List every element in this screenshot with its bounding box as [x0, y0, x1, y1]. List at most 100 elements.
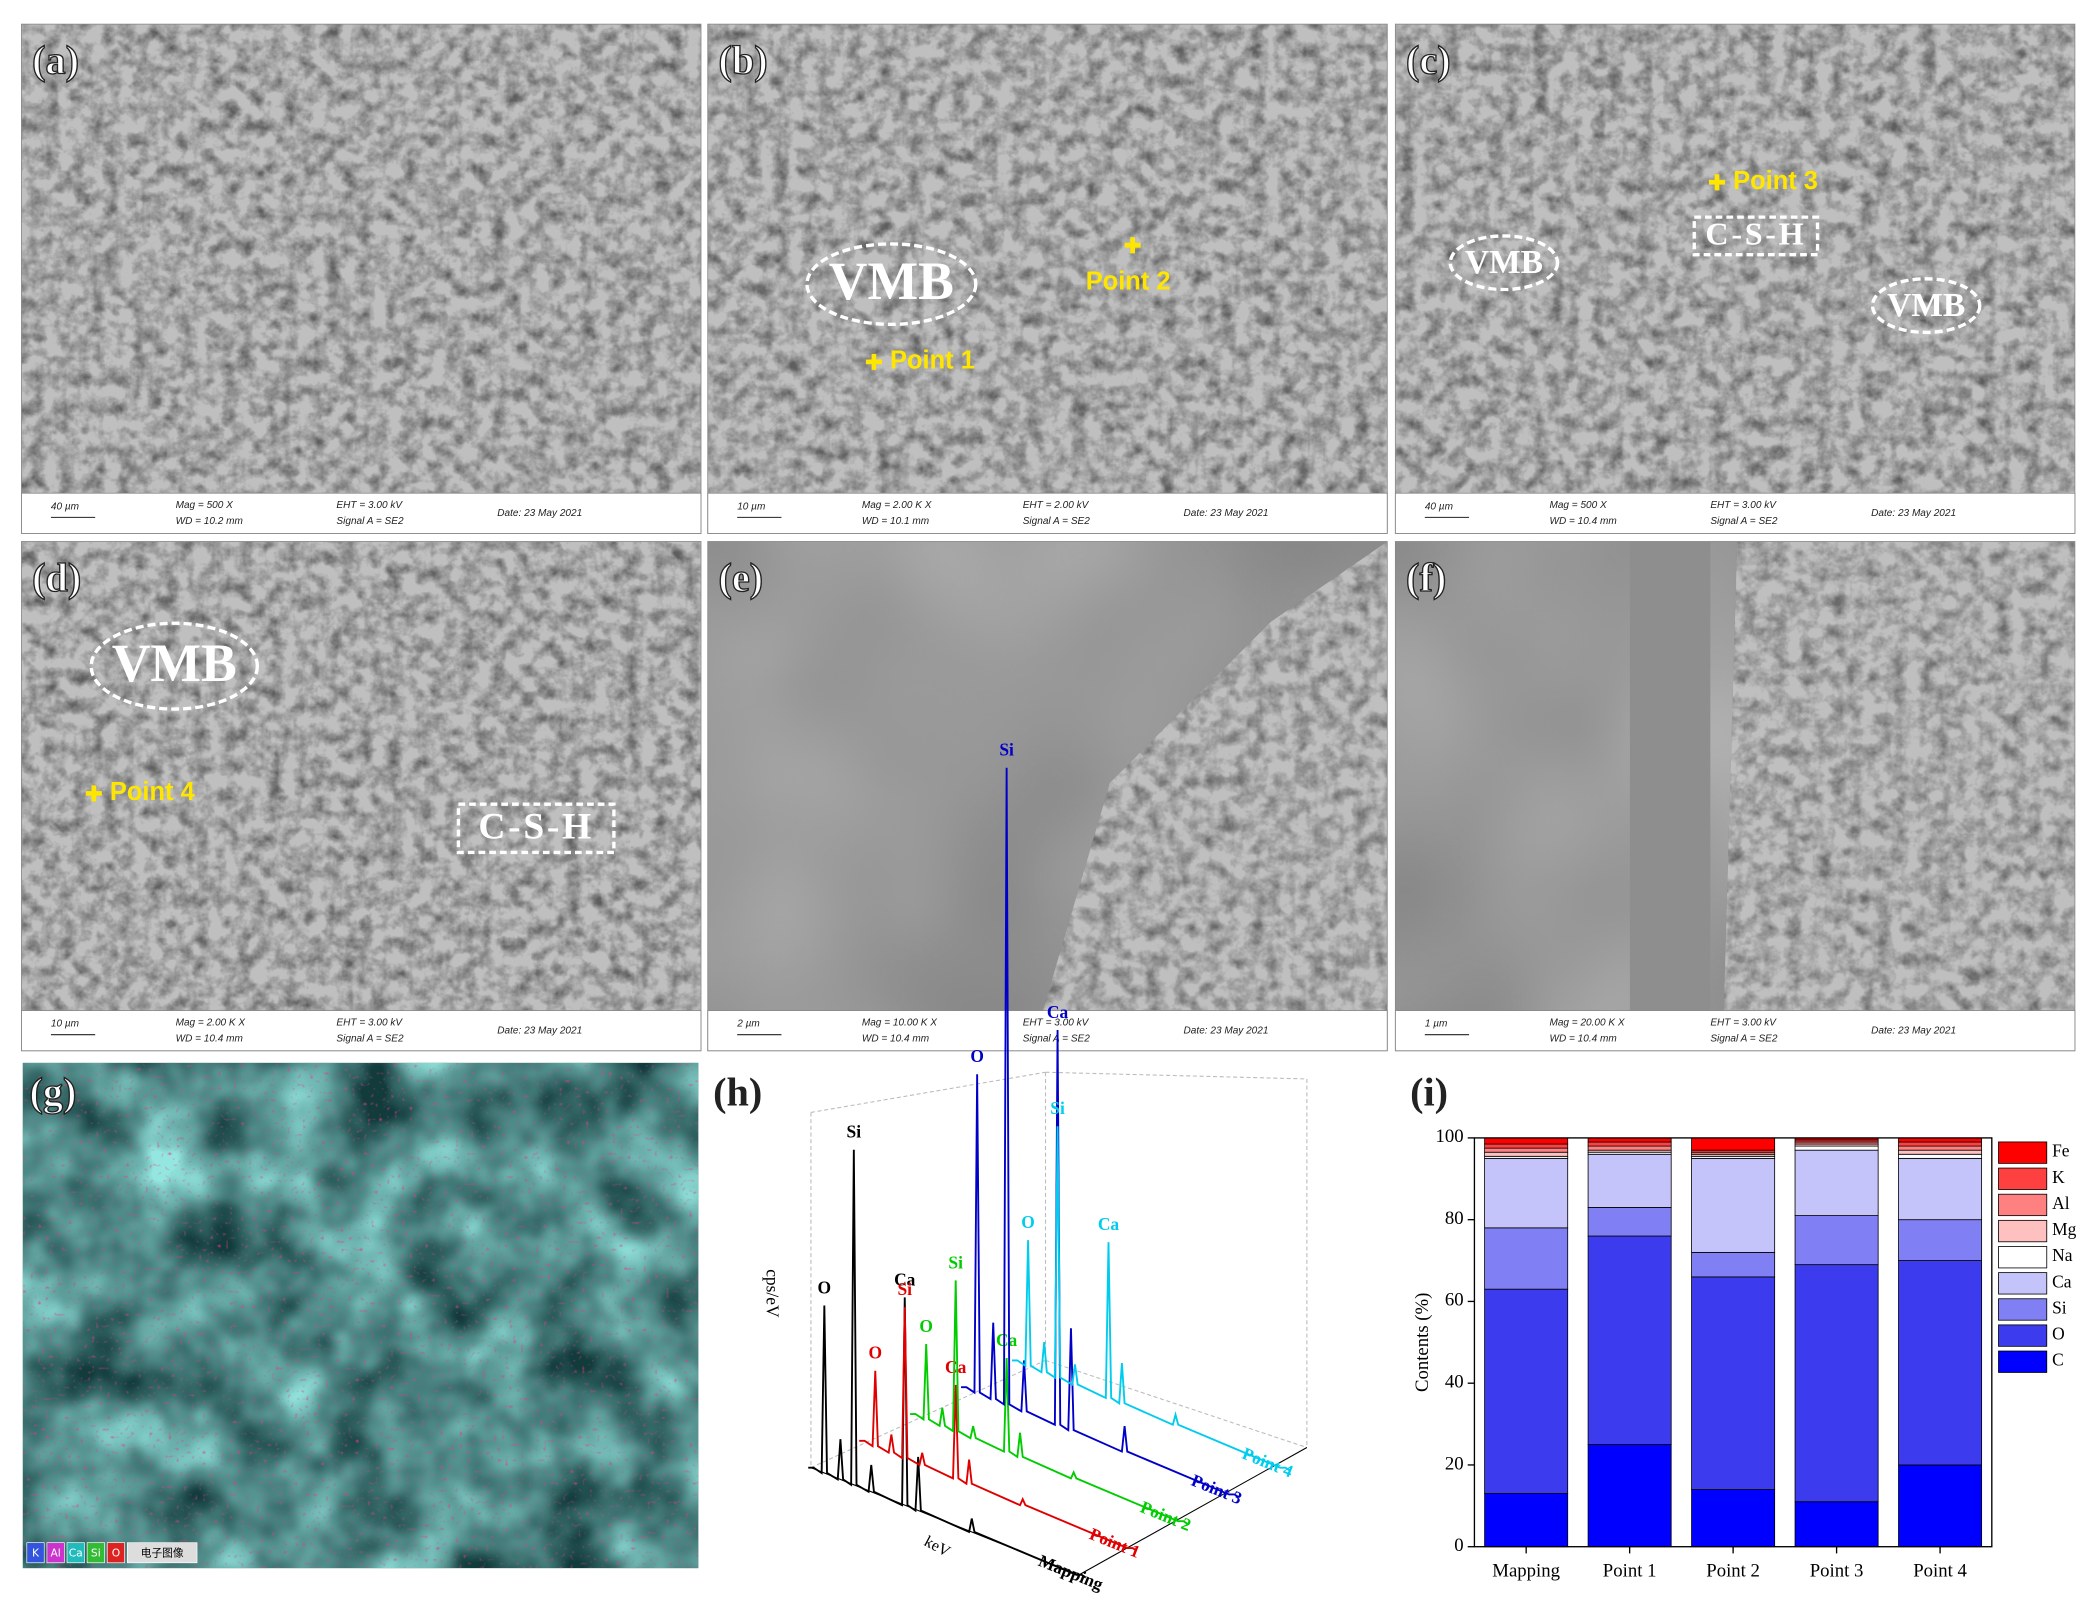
eht-text: EHT = 3.00 kV	[1023, 1017, 1090, 1028]
bar-segment	[1484, 1288, 1569, 1494]
scale-text: 40 µm	[51, 501, 79, 512]
annotation-ellipse	[89, 621, 260, 711]
bar-segment	[1484, 1227, 1569, 1290]
legend-chip-text: 电子图像	[141, 1546, 184, 1559]
bar-segment	[1794, 1215, 1879, 1266]
annotation-ellipse	[1870, 277, 1982, 335]
legend-label: K	[2052, 1167, 2065, 1187]
date-text: Date: 23 May 2021	[1184, 508, 1269, 519]
peak-label: Ca	[996, 1330, 1018, 1350]
mag-text: Mag = 20.00 K X	[1549, 1017, 1625, 1028]
eht-text: EHT = 3.00 kV	[1710, 500, 1777, 511]
bar-segment	[1898, 1464, 1983, 1548]
annotation-text: VMB	[829, 251, 954, 311]
eds-map-dots	[22, 1062, 699, 1569]
bar-segment	[1898, 1153, 1983, 1159]
bar-segment	[1484, 1493, 1569, 1548]
legend-swatch	[1998, 1193, 2048, 1217]
peak-label: Si	[897, 1279, 912, 1299]
wd-text: WD = 10.2 mm	[176, 516, 243, 527]
legend-swatch	[1998, 1219, 2048, 1243]
annotation-text: VMB	[112, 633, 237, 693]
eht-text: EHT = 2.00 kV	[1023, 500, 1090, 511]
wd-text: WD = 10.4 mm	[176, 1033, 243, 1044]
y-tick-label: 80	[1445, 1208, 1464, 1229]
point-marker	[1124, 237, 1141, 254]
panel-label: (e)	[718, 555, 763, 600]
plot-frame	[1473, 1137, 1993, 1548]
x-tick-label: Point 2	[1706, 1560, 1760, 1581]
bar-segment	[1691, 1251, 1776, 1278]
point-marker	[1708, 174, 1726, 191]
peak-label: Si	[1050, 1098, 1065, 1118]
legend-swatch	[1998, 1298, 2048, 1321]
panel-frame	[707, 23, 1388, 534]
series-name: Point 4	[1240, 1443, 1297, 1481]
bar-segment	[1587, 1153, 1672, 1208]
date-text: Date: 23 May 2021	[1871, 1025, 1956, 1036]
bar-segment	[1691, 1489, 1776, 1548]
date-text: Date: 23 May 2021	[497, 1025, 582, 1036]
mag-text: Mag = 500 X	[1549, 500, 1608, 511]
scale-text: 1 µm	[1425, 1019, 1448, 1030]
peak-label: O	[868, 1343, 882, 1363]
annotation-text: C-S-H	[1705, 216, 1806, 252]
bar-segment	[1484, 1151, 1569, 1157]
signal-text: Signal A = SE2	[1710, 516, 1778, 527]
bar-segment	[1587, 1207, 1672, 1237]
series-name: Point 3	[1189, 1470, 1246, 1508]
peak-label: Si	[948, 1252, 963, 1272]
panel-label: (i)	[1410, 1070, 1448, 1115]
legend-label: O	[2052, 1324, 2065, 1344]
x-tick-label: Point 3	[1810, 1560, 1864, 1581]
sem-panel: 1 µm Mag = 20.00 K X WD = 10.4 mm EHT = 3.0…	[1394, 541, 2076, 1052]
legend-chip-text: Al	[50, 1546, 60, 1559]
bar-segment	[1587, 1235, 1672, 1445]
wd-text: WD = 10.4 mm	[1549, 516, 1616, 527]
legend-label: Na	[2052, 1245, 2073, 1265]
bar-segment	[1794, 1264, 1879, 1503]
legend-label: Fe	[2052, 1141, 2070, 1161]
bar-segment	[1691, 1137, 1776, 1151]
legend-swatch	[1998, 1141, 2048, 1164]
bar-segment	[1484, 1143, 1569, 1149]
bar-segment	[1794, 1149, 1879, 1216]
spectrum-line	[808, 1149, 1087, 1579]
scale-text: 10 µm	[737, 501, 765, 512]
info-bar	[21, 1010, 702, 1052]
legend-swatch	[1998, 1324, 2048, 1347]
bar-segment	[1898, 1157, 1983, 1221]
spectrum-line	[859, 1307, 1138, 1552]
sem-image-texture	[21, 24, 702, 494]
legend-label: Si	[2052, 1297, 2067, 1317]
bar-segment	[1587, 1141, 1672, 1147]
sem-edge	[1629, 541, 1711, 1011]
peak-label: Ca	[1098, 1214, 1120, 1234]
annotation-box	[456, 802, 616, 855]
x-tick-label: Point 1	[1603, 1560, 1657, 1581]
peak-label: O	[1021, 1212, 1035, 1232]
legend-chip	[86, 1542, 105, 1564]
peak-label: O	[970, 1046, 984, 1066]
legend-chip-text: Ca	[69, 1546, 83, 1559]
wd-text: WD = 10.4 mm	[1549, 1033, 1616, 1044]
peak-label: Si	[999, 740, 1014, 760]
bar-segment	[1484, 1137, 1569, 1145]
signal-text: Signal A = SE2	[1023, 1033, 1091, 1044]
point-text: Point 4	[110, 778, 196, 806]
signal-text: Signal A = SE2	[336, 516, 404, 527]
point-text: Point 2	[1086, 268, 1171, 296]
info-bar	[1394, 492, 2076, 534]
y-tick-label: 60	[1445, 1290, 1464, 1311]
panel-frame	[707, 541, 1388, 1052]
sem-image-texture	[707, 24, 1388, 494]
bar-segment	[1898, 1260, 1983, 1466]
sem-panel: 40 µm Mag = 500 X WD = 10.4 mm EHT = 3.00 k…	[1394, 23, 2076, 534]
point-text: Point 1	[890, 347, 975, 375]
panel-label: (b)	[718, 38, 767, 83]
legend-swatch	[1998, 1272, 2048, 1295]
bar-segment	[1898, 1145, 1983, 1151]
legend-chip	[26, 1542, 45, 1564]
spectrum-line	[1011, 1126, 1290, 1472]
